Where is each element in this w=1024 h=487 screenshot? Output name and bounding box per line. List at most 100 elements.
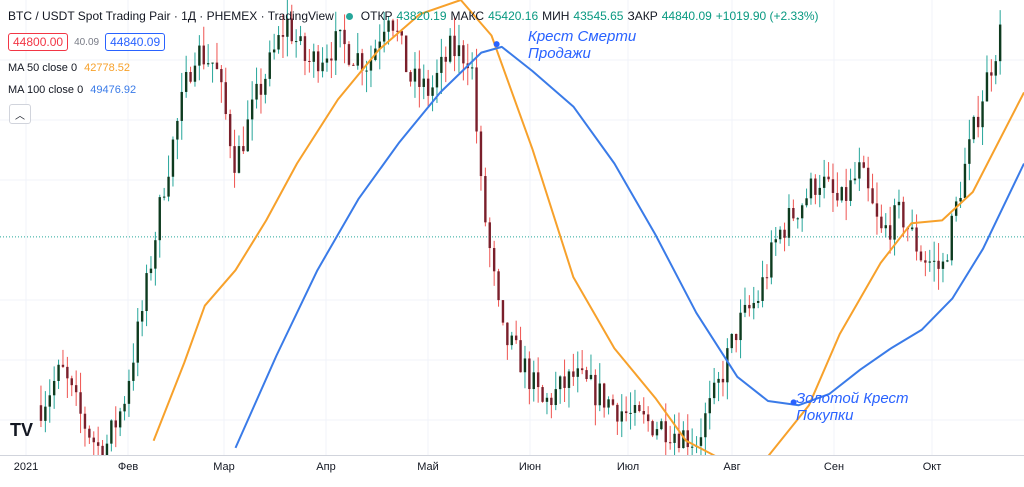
candle-body: [308, 61, 310, 62]
candle-body: [832, 179, 834, 193]
candle-body: [612, 399, 614, 405]
candle-body: [343, 30, 345, 44]
candle-body: [317, 51, 319, 71]
candle-body: [770, 242, 772, 277]
tradingview-logo[interactable]: TV: [10, 420, 33, 441]
candle-body: [616, 405, 618, 422]
candle-body: [761, 277, 763, 301]
ma50-label: MA 50 close 0: [8, 62, 77, 74]
candle-body: [304, 36, 306, 61]
candle-body: [414, 69, 416, 82]
candle-body: [643, 411, 645, 414]
candle-body: [757, 301, 759, 303]
candle-body: [431, 87, 433, 95]
candle-body: [260, 84, 262, 95]
ma50-value: 42778.52: [84, 62, 130, 74]
spread-value: 40.09: [74, 37, 99, 48]
candle-body: [836, 193, 838, 200]
golden-cross-line1: Золотой Крест: [796, 390, 909, 407]
candle-body: [295, 41, 297, 42]
candle-body: [651, 421, 653, 435]
candle-body: [603, 384, 605, 408]
candles: [40, 0, 1002, 455]
candle-body: [739, 313, 741, 340]
candle-body: [594, 375, 596, 405]
candle-body: [181, 92, 183, 121]
candle-body: [546, 398, 548, 402]
candle-body: [788, 208, 790, 238]
candle-body: [502, 300, 504, 323]
candle-body: [678, 434, 680, 448]
candle-body: [335, 31, 337, 60]
candle-body: [867, 168, 869, 189]
candle-body: [854, 179, 856, 181]
candle-body: [220, 69, 222, 82]
candle-body: [436, 73, 438, 87]
candle-body: [524, 358, 526, 372]
candle-body: [722, 379, 724, 382]
candle-body: [128, 381, 130, 404]
candle-body: [194, 66, 196, 82]
candle-body: [251, 100, 253, 120]
ma100-line: [236, 47, 1024, 448]
candle-body: [585, 370, 587, 379]
candle-body: [607, 399, 609, 407]
candle-body: [537, 372, 539, 387]
candle-body: [484, 176, 486, 222]
candle-body: [550, 398, 552, 405]
candle-body: [823, 177, 825, 188]
candle-body: [665, 421, 667, 442]
candle-body: [568, 371, 570, 388]
candle-body: [62, 365, 64, 367]
x-tick-label: Фев: [118, 461, 138, 473]
candle-body: [533, 372, 535, 389]
candle-body: [150, 269, 152, 273]
candle-body: [383, 32, 385, 42]
candle-body: [132, 363, 134, 381]
candle-body: [942, 262, 944, 269]
candle-body: [731, 334, 733, 348]
candle-body: [951, 216, 953, 261]
death-cross-line1: Крест Смерти: [528, 28, 636, 45]
symbol-title[interactable]: BTC / USDT Spot Trading Pair · 1Д · PHEM…: [8, 9, 334, 23]
candle-body: [172, 140, 174, 177]
buy-price-button[interactable]: 44840.09: [105, 33, 165, 51]
sell-price-button[interactable]: 44800.00: [8, 33, 68, 51]
high-value: 45420.16: [488, 9, 538, 23]
candle-body: [541, 387, 543, 402]
candle-body: [880, 217, 882, 229]
candle-body: [849, 180, 851, 201]
candle-body: [621, 411, 623, 421]
candle-body: [629, 413, 631, 414]
candle-body: [726, 348, 728, 382]
candle-body: [999, 25, 1001, 62]
candle-body: [242, 146, 244, 151]
chart-header: BTC / USDT Spot Trading Pair · 1Д · PHEM…: [8, 9, 819, 23]
candle-body: [423, 79, 425, 87]
candle-body: [79, 392, 81, 414]
candle-body: [44, 407, 46, 421]
x-tick-label: Сен: [824, 461, 844, 473]
candle-body: [493, 248, 495, 271]
candle-body: [959, 198, 961, 201]
candle-body: [638, 405, 640, 411]
change-value: +1019.90 (+2.33%): [716, 9, 819, 23]
candle-body: [330, 59, 332, 61]
x-tick-label: 2021: [14, 461, 38, 473]
candle-body: [409, 72, 411, 82]
candle-body: [277, 35, 279, 49]
candle-body: [704, 413, 706, 437]
candle-body: [805, 198, 807, 205]
x-tick-label: Апр: [316, 461, 335, 473]
candle-body: [748, 305, 750, 308]
candle-body: [115, 420, 117, 427]
candle-body: [572, 371, 574, 376]
ma50-legend[interactable]: MA 50 close 0 42778.52: [8, 62, 130, 74]
candle-body: [189, 72, 191, 82]
candle-body: [885, 225, 887, 228]
chevron-up-icon[interactable]: ︿: [9, 104, 31, 124]
ma100-value: 49476.92: [90, 84, 136, 96]
ma100-legend[interactable]: MA 100 close 0 49476.92: [8, 84, 136, 96]
candle-body: [101, 446, 103, 455]
